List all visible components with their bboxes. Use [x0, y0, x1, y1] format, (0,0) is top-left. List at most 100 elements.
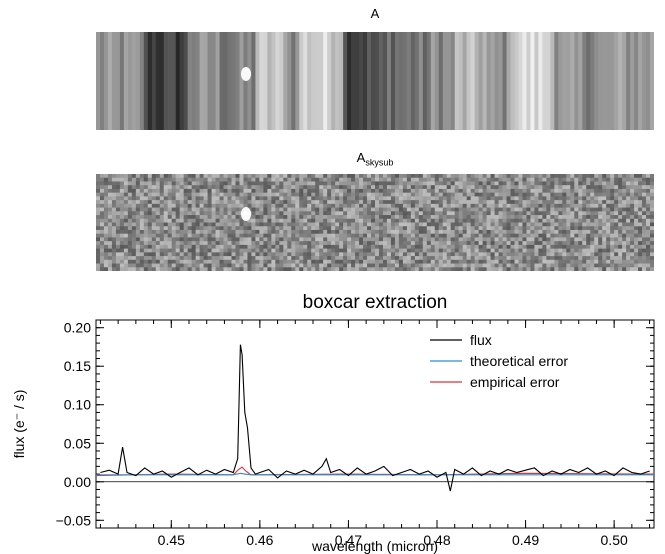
image-pixel	[626, 218, 631, 224]
image-pixel	[422, 215, 428, 220]
image-pixel	[418, 177, 424, 183]
image-pixel	[598, 256, 603, 261]
image-pixel	[335, 226, 340, 231]
image-pixel	[518, 200, 524, 205]
image-pixel	[203, 259, 209, 265]
image-pixel	[151, 185, 157, 190]
image-pixel	[339, 203, 344, 209]
image-column	[363, 32, 368, 130]
image-pixel	[295, 241, 300, 246]
image-pixel	[410, 241, 416, 246]
image-column	[175, 32, 181, 130]
image-pixel	[103, 215, 109, 220]
image-pixel	[462, 263, 468, 268]
image-column	[466, 32, 472, 130]
image-pixel	[534, 200, 540, 205]
image-pixel	[191, 174, 197, 179]
image-pixel	[518, 215, 524, 220]
image-pixel	[482, 218, 488, 224]
image-pixel	[323, 203, 328, 209]
image-pixel	[550, 222, 555, 227]
image-pixel	[646, 244, 651, 250]
image-pixel	[418, 211, 424, 216]
image-pixel	[255, 241, 261, 246]
image-pixel	[630, 229, 635, 235]
image-pixel	[303, 185, 308, 190]
image-pixel	[279, 177, 284, 183]
image-pixel	[570, 218, 575, 224]
image-pixel	[251, 267, 257, 271]
image-pixel	[155, 252, 161, 257]
image-pixel	[582, 215, 587, 220]
image-pixel	[598, 211, 603, 216]
image-pixel	[558, 252, 563, 257]
image-pixel	[151, 248, 157, 253]
x-tick-label: 0.46	[246, 532, 273, 548]
image-pixel	[323, 256, 328, 261]
image-pixel	[522, 188, 528, 194]
image-column	[351, 32, 356, 130]
image-pixel	[510, 192, 516, 197]
image-pixel	[99, 185, 105, 190]
image-column	[582, 32, 587, 130]
image-pixel	[267, 174, 272, 179]
image-pixel	[534, 174, 540, 179]
image-pixel	[622, 185, 627, 190]
image-pixel	[614, 256, 619, 261]
image-pixel	[231, 267, 237, 271]
image-pixel	[195, 192, 201, 197]
image-pixel	[446, 229, 452, 235]
image-pixel	[442, 222, 448, 227]
image-pixel	[199, 174, 205, 179]
image-pixel	[247, 267, 253, 271]
image-pixel	[614, 211, 619, 216]
image-pixel	[594, 244, 599, 250]
image-pixel	[367, 211, 372, 216]
image-pixel	[546, 211, 551, 216]
image-pixel	[534, 207, 540, 212]
image-pixel	[311, 181, 316, 186]
image-pixel	[598, 185, 603, 190]
image-pixel	[355, 222, 360, 227]
image-pixel	[606, 259, 611, 265]
image-pixel	[375, 229, 380, 235]
image-pixel	[347, 211, 352, 216]
image-pixel	[430, 241, 436, 246]
image-pixel	[570, 192, 575, 197]
image-pixel	[179, 233, 185, 239]
image-pixel	[506, 218, 512, 224]
image-pixel	[291, 196, 296, 201]
image-pixel	[550, 181, 555, 186]
image-pixel	[590, 233, 595, 239]
image-pixel	[618, 188, 623, 194]
image-pixel	[618, 181, 623, 186]
image-pixel	[171, 203, 177, 209]
image-pixel	[434, 181, 440, 186]
image-column	[151, 32, 157, 130]
image-column	[119, 32, 125, 130]
image-pixel	[546, 259, 551, 265]
image-pixel	[359, 218, 364, 224]
image-pixel	[438, 237, 444, 242]
image-pixel	[498, 200, 504, 205]
image-pixel	[223, 218, 229, 224]
image-pixel	[307, 218, 312, 224]
image-pixel	[359, 226, 364, 231]
image-pixel	[171, 200, 177, 205]
image-pixel	[355, 252, 360, 257]
image-pixel	[119, 229, 125, 235]
image-pixel	[295, 177, 300, 183]
image-pixel	[650, 211, 654, 216]
image-pixel	[283, 181, 288, 186]
image-pixel	[578, 256, 583, 261]
image-pixel	[119, 233, 125, 239]
image-pixel	[355, 256, 360, 261]
image-pixel	[107, 256, 113, 261]
image-pixel	[195, 177, 201, 183]
image-pixel	[295, 192, 300, 197]
image-pixel	[119, 252, 125, 257]
image-pixel	[538, 200, 543, 205]
image-pixel	[414, 215, 420, 220]
image-pixel	[339, 218, 344, 224]
image-pixel	[227, 237, 233, 242]
